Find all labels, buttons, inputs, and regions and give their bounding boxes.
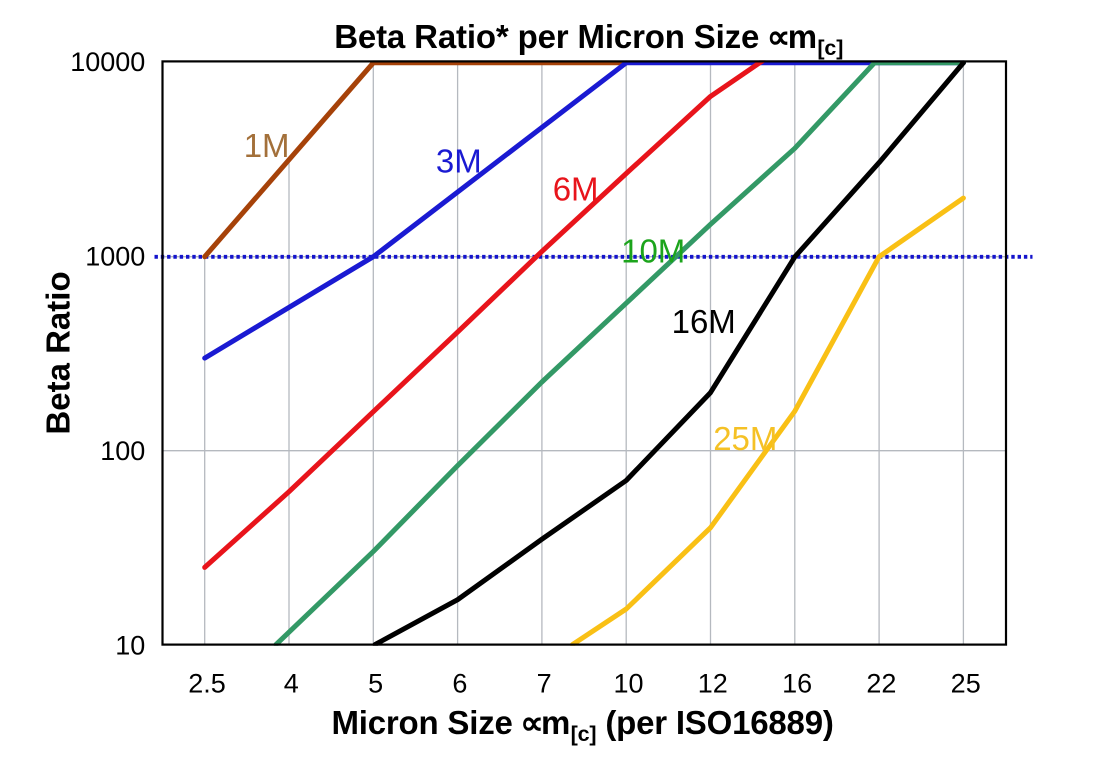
svg-text:1M: 1M [244,127,290,164]
svg-text:5: 5 [368,669,383,699]
svg-text:1000: 1000 [85,242,145,272]
svg-text:3M: 3M [436,142,482,179]
svg-text:6M: 6M [553,171,599,208]
svg-text:10M: 10M [621,233,685,270]
svg-text:22: 22 [866,669,896,699]
svg-text:16M: 16M [672,303,736,340]
svg-text:10: 10 [115,630,145,660]
svg-text:100: 100 [100,436,145,466]
svg-text:Beta Ratio: Beta Ratio [40,271,77,434]
svg-text:Beta Ratio* per Micron Size ∝m: Beta Ratio* per Micron Size ∝m[c] [334,18,843,60]
svg-text:25: 25 [951,669,981,699]
svg-text:7: 7 [537,669,552,699]
svg-text:16: 16 [782,669,812,699]
svg-text:6: 6 [452,669,467,699]
svg-text:25M: 25M [713,420,777,457]
svg-text:12: 12 [698,669,728,699]
svg-text:10: 10 [613,669,643,699]
svg-text:2.5: 2.5 [188,669,226,699]
svg-text:10000: 10000 [70,47,145,77]
svg-text:4: 4 [284,669,299,699]
